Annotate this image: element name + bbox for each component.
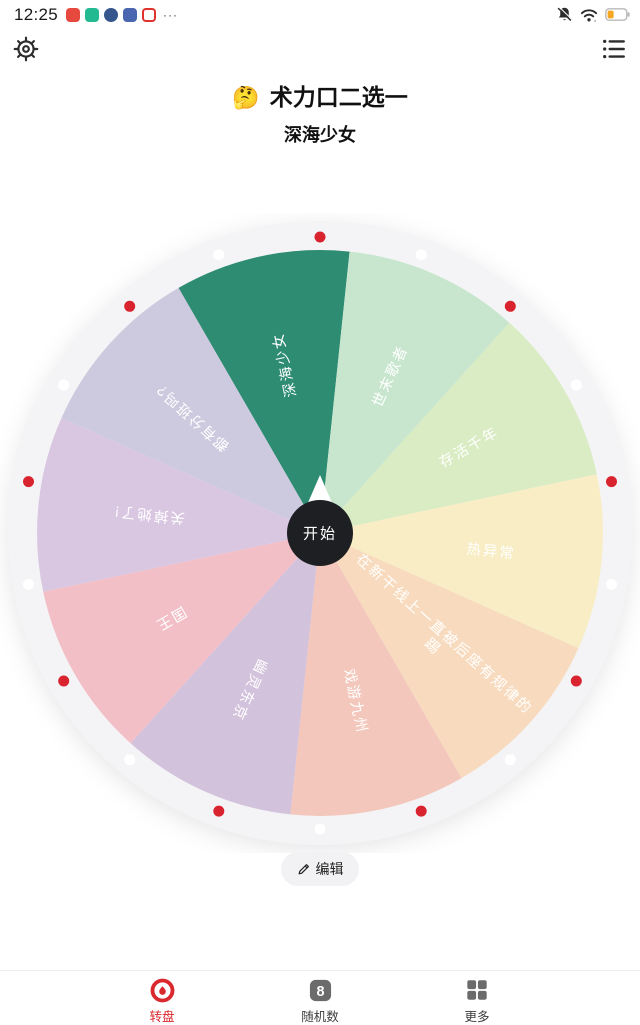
page-title: 🤔 术力口二选一: [0, 78, 640, 112]
wheel-list-icon[interactable]: [601, 36, 627, 62]
rim-dot-white: [415, 249, 427, 261]
wheel-segment[interactable]: [61, 287, 321, 533]
wheel-segment[interactable]: [43, 533, 320, 744]
spin-wheel[interactable]: 深海少女 世末歌者存活千年热异常在新干线上一直被后座有规律的踢戏游九州幽灵东京国王…: [0, 213, 640, 853]
edit-button-label: 编辑: [315, 861, 344, 877]
tab-more[interactable]: 更多: [432, 977, 522, 1025]
rim-dot-red: [606, 476, 617, 488]
wifi-icon: [580, 8, 598, 22]
battery-icon: [605, 8, 630, 21]
tab-more-label: 更多: [464, 1010, 490, 1024]
svg-text:8: 8: [316, 983, 324, 999]
rim-dot-white: [606, 578, 617, 590]
notification-app-icons: ···: [66, 8, 178, 22]
blue-app-icon: [123, 8, 137, 22]
wheel-segment[interactable]: [290, 533, 462, 816]
rim-dot-red: [314, 231, 326, 243]
teal-app-icon: [85, 8, 99, 22]
rim-dot-red: [570, 675, 582, 687]
navy-round-app-icon: [104, 8, 118, 22]
tab-wheel-label: 转盘: [149, 1010, 175, 1024]
rim-dot-red: [415, 805, 427, 817]
pencil-edit-icon: [298, 864, 309, 875]
rim-dot-white: [23, 578, 34, 590]
clock-time: 12:25: [14, 5, 59, 24]
rim-dot-red: [504, 300, 516, 312]
result-subtitle: 深海少女: [284, 125, 356, 145]
start-button-label[interactable]: 开始: [303, 526, 337, 543]
rim-dot-white: [213, 249, 225, 261]
grid-more-icon: [432, 977, 522, 1003]
status-bar: 12:25 ···: [0, 0, 640, 30]
status-bar-right: [556, 6, 630, 23]
wheel-segment[interactable]: [320, 251, 510, 533]
tab-random-number[interactable]: 8 随机数: [275, 977, 365, 1025]
target-wheel-icon: [117, 977, 207, 1003]
thinking-emoji: 🤔: [232, 85, 260, 110]
wheel-segment[interactable]: [37, 417, 320, 592]
rim-dot-red: [124, 300, 136, 312]
tab-random-number-label: 随机数: [301, 1010, 339, 1024]
eight-ball-icon: 8: [275, 977, 365, 1003]
rim-dot-red: [58, 675, 70, 687]
red-app-icon: [66, 8, 80, 22]
wheel-segment[interactable]: [320, 322, 597, 533]
wheel-segment[interactable]: [320, 474, 603, 649]
rim-dot-white: [58, 379, 70, 391]
rim-dot-white: [504, 754, 516, 766]
rim-dot-red: [23, 476, 34, 488]
edit-button[interactable]: 编辑: [281, 852, 359, 886]
wheel-title: 术力口二选一: [269, 84, 408, 110]
start-button[interactable]: [287, 500, 353, 566]
wheel-pointer-icon: [307, 475, 333, 509]
rim-dot-white: [314, 823, 326, 835]
wheel-segment-label: 热异常: [466, 540, 517, 562]
settings-gear-icon[interactable]: [13, 36, 39, 62]
bottom-navigation: 转盘 8 随机数 更多: [0, 970, 640, 1025]
wheel-segment[interactable]: [130, 533, 320, 815]
wheel-segments-group: 深海少女 世末歌者存活千年热异常在新干线上一直被后座有规律的踢戏游九州幽灵东京国王…: [23, 231, 617, 835]
more-apps-ellipsis: ···: [163, 8, 178, 22]
rim-dot-white: [570, 379, 582, 391]
mute-bell-icon: [557, 6, 573, 22]
red-outline-app-icon: [142, 8, 156, 22]
wheel-segment[interactable]: [320, 533, 579, 779]
rim-dot-red: [213, 805, 225, 817]
rim-dot-white: [124, 754, 136, 766]
tab-wheel[interactable]: 转盘: [117, 977, 207, 1025]
wheel-segment-selected[interactable]: [178, 250, 350, 534]
